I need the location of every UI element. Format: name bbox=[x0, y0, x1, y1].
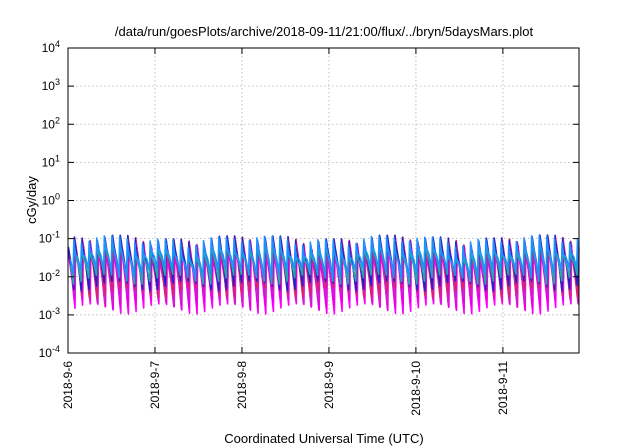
grid bbox=[68, 48, 579, 353]
y-tick-label: 10-3 bbox=[39, 306, 60, 322]
x-tick-label: 2018-9-9 bbox=[322, 361, 336, 409]
x-axis-title: Coordinated Universal Time (UTC) bbox=[224, 431, 423, 446]
y-tick-label: 10-2 bbox=[39, 268, 60, 284]
x-tick-label: 2018-9-11 bbox=[496, 361, 510, 415]
x-tick-label: 2018-9-6 bbox=[61, 361, 75, 409]
x-tick-label: 2018-9-7 bbox=[148, 361, 162, 409]
x-tick-label: 2018-9-10 bbox=[409, 361, 423, 416]
y-tick-label: 10-1 bbox=[39, 230, 60, 246]
plot-area bbox=[67, 234, 580, 315]
chart-title: /data/run/goesPlots/archive/2018-09-11/2… bbox=[115, 24, 534, 39]
y-tick-label: 104 bbox=[42, 39, 60, 55]
y-axis: 10-4 10-3 10-2 10-1 100 101 102 103 104 bbox=[39, 39, 579, 360]
y-tick-label: 100 bbox=[42, 192, 60, 208]
y-tick-label: 10-4 bbox=[39, 344, 60, 360]
y-tick-label: 101 bbox=[42, 153, 60, 169]
x-axis: 2018-9-6 2018-9-7 2018-9-8 2018-9-9 2018-9-1… bbox=[61, 48, 510, 416]
y-axis-title: cGy/day bbox=[24, 176, 39, 224]
y-tick-label: 103 bbox=[42, 77, 60, 93]
x-tick-label: 2018-9-8 bbox=[235, 361, 249, 409]
y-tick-label: 102 bbox=[42, 115, 60, 131]
series-line bbox=[69, 235, 580, 280]
